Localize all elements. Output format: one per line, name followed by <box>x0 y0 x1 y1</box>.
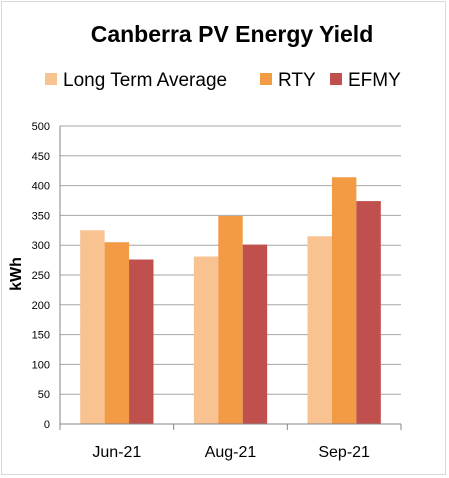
bar-efmy <box>356 201 381 424</box>
legend-swatch-efmy <box>330 73 342 85</box>
chart-title: Canberra PV Energy Yield <box>91 21 374 47</box>
bar-rty <box>218 215 243 424</box>
y-tick-labels: 0 50 100 150 200 250 300 350 400 450 500 <box>32 121 50 431</box>
axes <box>59 126 402 430</box>
bar-long-term-average <box>80 230 105 424</box>
x-tick-label: Aug-21 <box>205 444 257 461</box>
y-tick-label: 150 <box>32 330 50 342</box>
y-tick-label: 450 <box>32 151 50 163</box>
bar-long-term-average <box>193 256 219 424</box>
bar-rty <box>331 177 357 424</box>
bar-efmy <box>129 259 154 424</box>
legend: Long Term Average RTY EFMY <box>45 70 401 91</box>
legend-label: RTY <box>278 70 316 91</box>
bar-long-term-average <box>307 236 332 424</box>
y-tick-label: 300 <box>32 240 50 252</box>
bar-efmy <box>242 244 268 424</box>
y-tick-label: 400 <box>32 181 50 193</box>
bar-rty <box>104 242 130 424</box>
legend-label: Long Term Average <box>63 70 227 91</box>
legend-swatch-long-term-average <box>45 73 57 85</box>
y-tick-label: 0 <box>44 419 50 431</box>
y-tick-label: 50 <box>38 389 50 401</box>
y-tick-label: 100 <box>32 359 50 371</box>
y-tick-label: 500 <box>32 121 50 133</box>
x-tick-labels: Jun-21 Aug-21 Sep-21 <box>92 444 370 461</box>
y-axis-label: kWh <box>8 257 25 291</box>
legend-label: EFMY <box>348 70 401 91</box>
x-tick-label: Jun-21 <box>92 444 141 461</box>
y-tick-label: 200 <box>32 300 50 312</box>
x-tick-label: Sep-21 <box>318 444 370 461</box>
y-tick-label: 350 <box>32 210 50 222</box>
legend-swatch-rty <box>260 73 272 85</box>
bars <box>80 177 381 424</box>
y-tick-label: 250 <box>32 270 50 282</box>
